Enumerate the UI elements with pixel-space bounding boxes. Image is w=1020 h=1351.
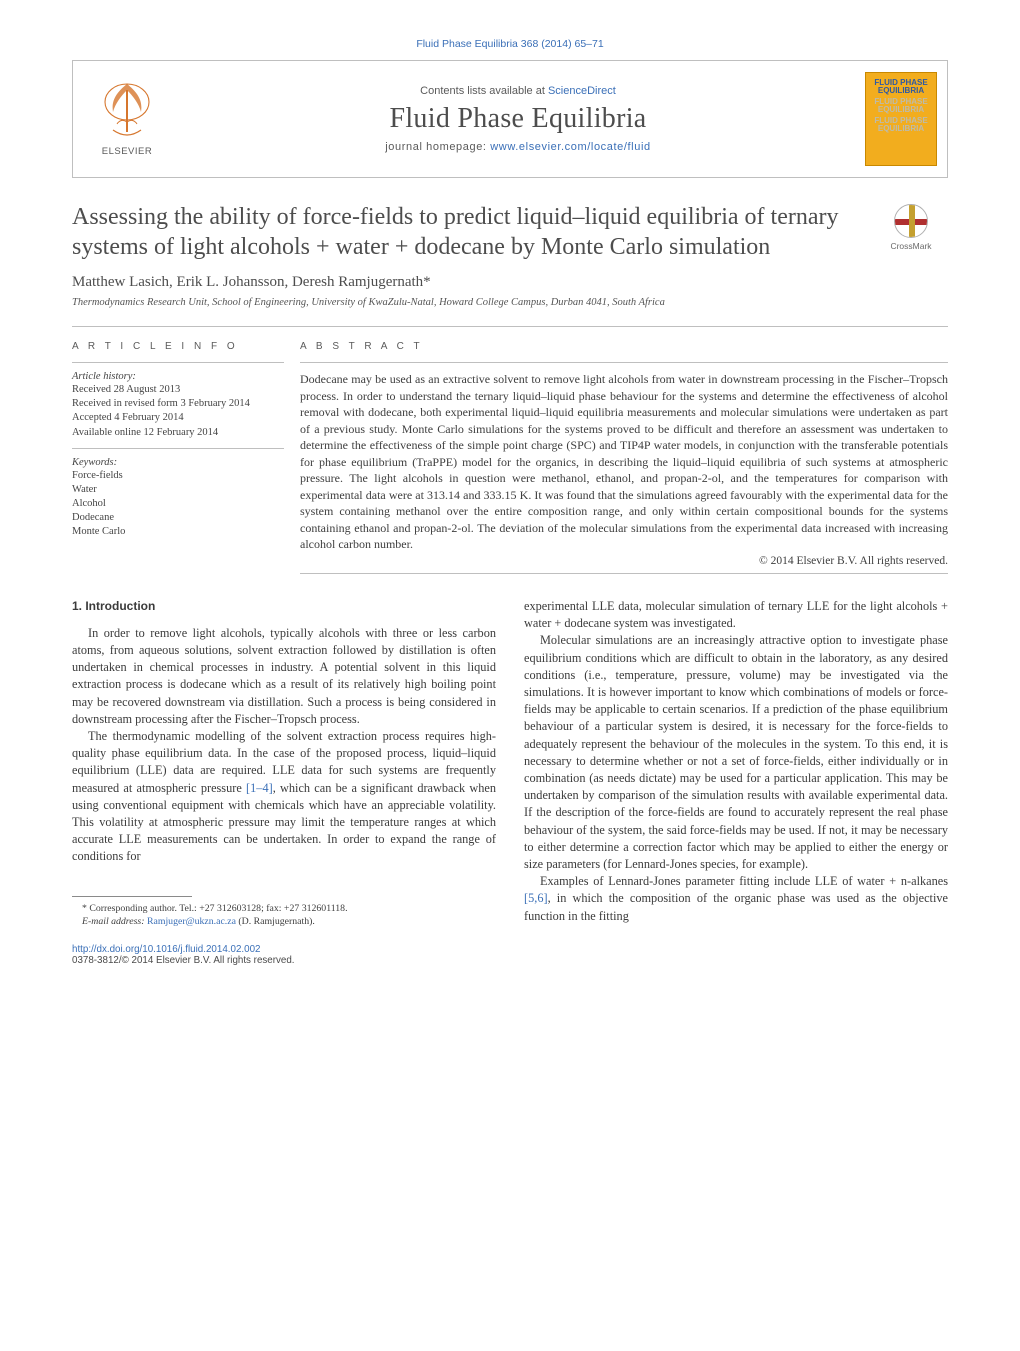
page-footer: http://dx.doi.org/10.1016/j.fluid.2014.0… — [72, 944, 948, 966]
abstract-body: Dodecane may be used as an extractive so… — [300, 371, 948, 553]
publisher-logo-cell: ELSEVIER — [73, 61, 181, 177]
footnote-1: * Corresponding author. Tel.: +27 312603… — [72, 902, 496, 915]
cover-title-3: FLUID PHASEEQUILIBRIA — [874, 117, 927, 134]
masthead: ELSEVIER Contents lists available at Sci… — [72, 60, 948, 178]
cover-title-1: FLUID PHASEEQUILIBRIA — [874, 79, 927, 96]
header-citation: Fluid Phase Equilibria 368 (2014) 65–71 — [72, 38, 948, 50]
column-right: experimental LLE data, molecular simulat… — [524, 598, 948, 928]
cover-title-2: FLUID PHASEEQUILIBRIA — [874, 98, 927, 115]
sciencedirect-link[interactable]: ScienceDirect — [548, 85, 616, 97]
para-1: In order to remove light alcohols, typic… — [72, 625, 496, 728]
homepage-link[interactable]: www.elsevier.com/locate/fluid — [490, 141, 650, 153]
abstract-head: A B S T R A C T — [300, 341, 948, 352]
column-left: 1. Introduction In order to remove light… — [72, 598, 496, 928]
history-1: Received in revised form 3 February 2014 — [72, 397, 284, 411]
issn-copyright: 0378-3812/© 2014 Elsevier B.V. All right… — [72, 955, 295, 966]
corresponding-marker: * — [423, 274, 431, 290]
homepage-line: journal homepage: www.elsevier.com/locat… — [385, 141, 650, 153]
journal-cover: FLUID PHASEEQUILIBRIA FLUID PHASEEQUILIB… — [865, 72, 937, 166]
history-3: Available online 12 February 2014 — [72, 426, 284, 440]
keywords-label: Keywords: — [72, 457, 284, 468]
history-2: Accepted 4 February 2014 — [72, 411, 284, 425]
elsevier-logo: ELSEVIER — [91, 75, 163, 163]
keyword-2: Alcohol — [72, 497, 284, 511]
cite-1-4[interactable]: [1–4] — [246, 781, 273, 795]
masthead-center: Contents lists available at ScienceDirec… — [181, 61, 855, 177]
journal-name: Fluid Phase Equilibria — [389, 103, 646, 135]
journal-cover-cell: FLUID PHASEEQUILIBRIA FLUID PHASEEQUILIB… — [855, 61, 947, 177]
corresponding-email[interactable]: Ramjuger@ukzn.ac.za — [147, 916, 236, 927]
crossmark-label: CrossMark — [890, 241, 931, 251]
article-info-head: A R T I C L E I N F O — [72, 341, 284, 352]
contents-line: Contents lists available at ScienceDirec… — [420, 85, 616, 97]
abstract-copyright: © 2014 Elsevier B.V. All rights reserved… — [300, 555, 948, 567]
info-abstract-row: A R T I C L E I N F O Article history: R… — [72, 326, 948, 574]
article-info: A R T I C L E I N F O Article history: R… — [72, 326, 300, 574]
abstract: A B S T R A C T Dodecane may be used as … — [300, 326, 948, 574]
history-0: Received 28 August 2013 — [72, 383, 284, 397]
footnote-rule — [72, 896, 192, 897]
title-block: Assessing the ability of force-fields to… — [72, 202, 948, 262]
crossmark-icon — [894, 204, 928, 238]
para-3: experimental LLE data, molecular simulat… — [524, 598, 948, 632]
doi-link[interactable]: http://dx.doi.org/10.1016/j.fluid.2014.0… — [72, 944, 260, 955]
para-4: Molecular simulations are an increasingl… — [524, 632, 948, 873]
article-title: Assessing the ability of force-fields to… — [72, 202, 948, 262]
authors-names: Matthew Lasich, Erik L. Johansson, Deres… — [72, 274, 423, 290]
history-label: Article history: — [72, 371, 284, 382]
keyword-0: Force-fields — [72, 469, 284, 483]
footnote-2: E-mail address: Ramjuger@ukzn.ac.za (D. … — [72, 915, 496, 928]
cite-5-6[interactable]: [5,6] — [524, 891, 548, 905]
keyword-1: Water — [72, 483, 284, 497]
authors-line: Matthew Lasich, Erik L. Johansson, Deres… — [72, 274, 948, 291]
body-columns: 1. Introduction In order to remove light… — [72, 598, 948, 928]
crossmark-badge[interactable]: CrossMark — [874, 204, 948, 254]
elsevier-tree-icon — [99, 82, 155, 144]
section-head-intro: 1. Introduction — [72, 598, 496, 615]
contents-prefix: Contents lists available at — [420, 85, 548, 97]
para-5: Examples of Lennard-Jones parameter fitt… — [524, 873, 948, 925]
para-2: The thermodynamic modelling of the solve… — [72, 728, 496, 866]
keyword-3: Dodecane — [72, 511, 284, 525]
elsevier-wordmark: ELSEVIER — [102, 146, 152, 157]
affiliation: Thermodynamics Research Unit, School of … — [72, 297, 948, 308]
keyword-4: Monte Carlo — [72, 525, 284, 539]
homepage-prefix: journal homepage: — [385, 141, 490, 153]
